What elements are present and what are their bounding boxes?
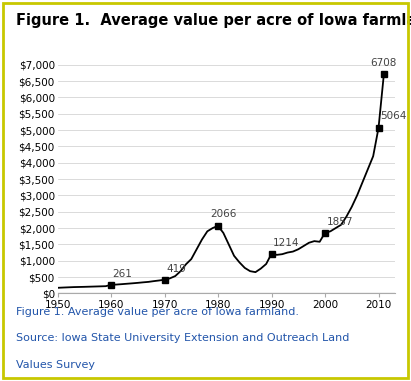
Text: 2066: 2066 [210,210,236,219]
Text: Source: Iowa State University Extension and Outreach Land: Source: Iowa State University Extension … [16,333,350,343]
Text: 261: 261 [113,269,132,279]
Text: Figure 1.  Average value per acre of Iowa farmland.: Figure 1. Average value per acre of Iowa… [16,13,411,28]
Text: Values Survey: Values Survey [16,360,95,370]
Text: 5064: 5064 [380,112,406,122]
Text: 1857: 1857 [327,217,353,227]
Text: 6708: 6708 [370,58,397,68]
Text: 419: 419 [166,264,186,274]
Text: Figure 1. Average value per acre of Iowa farmland.: Figure 1. Average value per acre of Iowa… [16,307,300,317]
Text: 1214: 1214 [273,238,300,248]
